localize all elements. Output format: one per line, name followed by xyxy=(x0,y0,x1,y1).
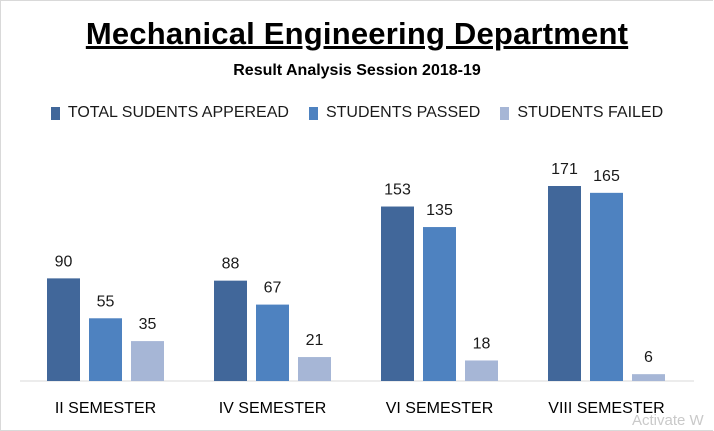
legend-item-total: TOTAL SUDENTS APPEREAD xyxy=(50,104,289,122)
legend-swatch-passed xyxy=(308,106,318,120)
data-label-failed-2: 18 xyxy=(473,335,491,352)
data-label-passed-1: 67 xyxy=(264,280,282,297)
category-label-1: IV SEMESTER xyxy=(219,400,327,417)
data-label-total-0: 90 xyxy=(55,253,73,270)
data-label-passed-2: 135 xyxy=(426,202,453,219)
bar-total-0 xyxy=(47,278,80,381)
data-label-total-3: 171 xyxy=(551,161,578,178)
chart-subtitle: Result Analysis Session 2018-19 xyxy=(233,62,481,79)
bar-passed-1 xyxy=(256,304,289,381)
legend-label-total: TOTAL SUDENTS APPEREAD xyxy=(67,104,289,121)
legend-label-passed: STUDENTS PASSED xyxy=(325,104,481,121)
data-label-total-1: 88 xyxy=(222,256,240,273)
category-label-0: II SEMESTER xyxy=(55,400,156,417)
bar-failed-2 xyxy=(465,360,498,381)
bar-passed-3 xyxy=(590,192,623,381)
bar-failed-1 xyxy=(298,357,331,381)
data-label-passed-0: 55 xyxy=(97,293,115,310)
legend-swatch-failed xyxy=(500,106,510,120)
chart-title: Mechanical Engineering Department xyxy=(85,16,629,51)
bar-total-2 xyxy=(381,206,414,381)
legend-label-failed: STUDENTS FAILED xyxy=(517,104,664,121)
bar-total-1 xyxy=(214,280,247,381)
bar-failed-0 xyxy=(131,341,164,381)
data-label-failed-3: 6 xyxy=(644,349,653,366)
data-label-total-2: 153 xyxy=(384,182,411,199)
bar-passed-0 xyxy=(89,318,122,381)
legend-item-failed: STUDENTS FAILED xyxy=(500,104,663,122)
category-label-2: VI SEMESTER xyxy=(386,400,494,417)
legend-item-passed: STUDENTS PASSED xyxy=(308,104,481,122)
data-label-passed-3: 165 xyxy=(593,168,620,185)
bar-passed-2 xyxy=(423,227,456,381)
bar-total-3 xyxy=(548,186,581,381)
chart-legend: TOTAL SUDENTS APPEREAD STUDENTS PASSED S… xyxy=(0,104,714,122)
bar-failed-3 xyxy=(632,374,665,381)
data-label-failed-0: 35 xyxy=(139,316,157,333)
data-label-failed-1: 21 xyxy=(306,332,324,349)
category-label-3: VIII SEMESTER xyxy=(548,400,664,417)
activation-watermark: Activate W xyxy=(632,412,704,429)
legend-swatch-total xyxy=(50,106,60,120)
